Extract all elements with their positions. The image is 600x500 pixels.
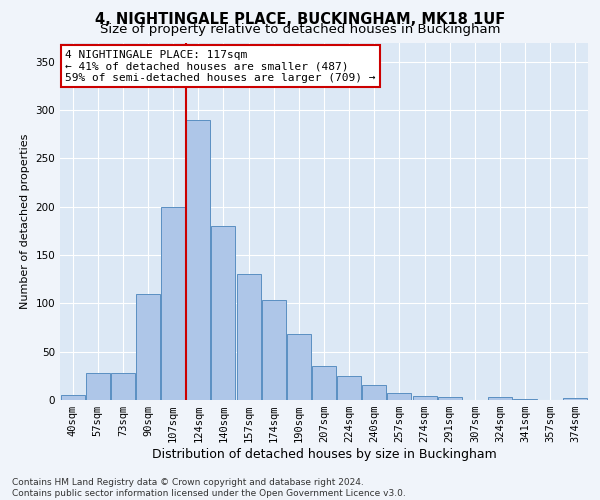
Bar bbox=[187, 120, 210, 400]
Text: 4, NIGHTINGALE PLACE, BUCKINGHAM, MK18 1UF: 4, NIGHTINGALE PLACE, BUCKINGHAM, MK18 1… bbox=[95, 12, 505, 28]
Bar bbox=[111, 373, 135, 400]
Text: Size of property relative to detached houses in Buckingham: Size of property relative to detached ho… bbox=[100, 22, 500, 36]
Bar bbox=[388, 393, 412, 400]
Bar bbox=[287, 334, 311, 400]
Text: 4 NIGHTINGALE PLACE: 117sqm
← 41% of detached houses are smaller (487)
59% of se: 4 NIGHTINGALE PLACE: 117sqm ← 41% of det… bbox=[65, 50, 376, 83]
Bar bbox=[488, 397, 512, 400]
Bar bbox=[337, 376, 361, 400]
Bar bbox=[312, 366, 336, 400]
X-axis label: Distribution of detached houses by size in Buckingham: Distribution of detached houses by size … bbox=[152, 448, 496, 461]
Bar bbox=[438, 397, 461, 400]
Bar bbox=[236, 274, 260, 400]
Bar bbox=[563, 398, 587, 400]
Bar bbox=[86, 373, 110, 400]
Bar bbox=[513, 399, 537, 400]
Bar bbox=[136, 294, 160, 400]
Bar bbox=[262, 300, 286, 400]
Y-axis label: Number of detached properties: Number of detached properties bbox=[20, 134, 30, 309]
Bar bbox=[161, 207, 185, 400]
Bar bbox=[413, 396, 437, 400]
Bar bbox=[61, 395, 85, 400]
Text: Contains HM Land Registry data © Crown copyright and database right 2024.
Contai: Contains HM Land Registry data © Crown c… bbox=[12, 478, 406, 498]
Bar bbox=[362, 384, 386, 400]
Bar bbox=[211, 226, 235, 400]
